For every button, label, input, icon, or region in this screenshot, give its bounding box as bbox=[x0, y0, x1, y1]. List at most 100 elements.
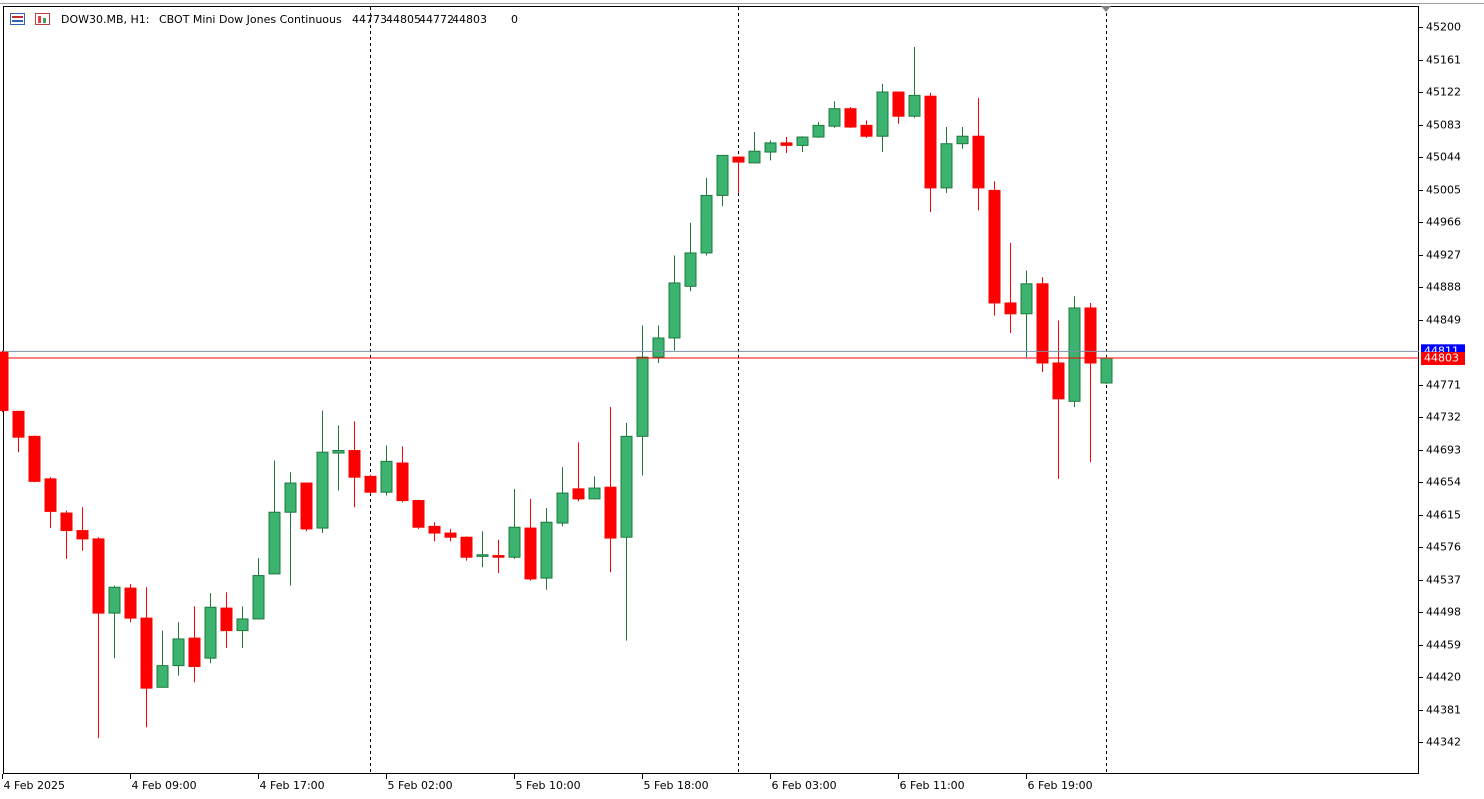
y-tick-label: 44498 bbox=[1426, 606, 1461, 619]
candle-body bbox=[508, 526, 521, 558]
candle-body bbox=[188, 637, 201, 667]
candle-body bbox=[828, 108, 841, 127]
candle-body bbox=[668, 282, 681, 339]
candle-body bbox=[1068, 307, 1081, 402]
candle-body bbox=[316, 451, 329, 529]
candle-body bbox=[892, 91, 905, 117]
candle-body bbox=[332, 450, 345, 454]
candle-body bbox=[796, 136, 809, 146]
candle-body bbox=[108, 586, 121, 614]
candle-body bbox=[940, 143, 953, 189]
candle-body bbox=[876, 91, 889, 137]
candle-body bbox=[12, 410, 25, 438]
y-tick-label: 45122 bbox=[1426, 86, 1461, 99]
candle-body bbox=[92, 538, 105, 614]
candle-body bbox=[220, 607, 233, 632]
y-tick-label: 45005 bbox=[1426, 184, 1461, 197]
candle-body bbox=[956, 135, 969, 145]
symbol: DOW30.MB, H1: bbox=[61, 13, 150, 26]
candle-body bbox=[860, 124, 873, 137]
x-tick-label: 5 Feb 18:00 bbox=[644, 779, 709, 792]
x-tick-label: 5 Feb 02:00 bbox=[388, 779, 453, 792]
candle-body bbox=[684, 252, 697, 287]
y-tick-label: 44576 bbox=[1426, 541, 1461, 554]
spread: 0 bbox=[511, 13, 518, 26]
y-tick-label: 44654 bbox=[1426, 476, 1461, 489]
candle-body bbox=[172, 638, 185, 667]
y-tick-label: 44615 bbox=[1426, 509, 1461, 522]
icon bbox=[38, 16, 41, 23]
y-tick-label: 45200 bbox=[1426, 21, 1461, 34]
x-tick-label: 4 Feb 09:00 bbox=[132, 779, 197, 792]
x-tick-label: 5 Feb 10:00 bbox=[516, 779, 581, 792]
candle-body bbox=[460, 536, 473, 558]
candle-body bbox=[348, 450, 361, 478]
header-icons bbox=[10, 13, 50, 25]
candle-body bbox=[620, 435, 633, 538]
y-tick-label: 44381 bbox=[1426, 704, 1461, 717]
candle-body bbox=[284, 482, 297, 513]
candle-body bbox=[252, 575, 265, 620]
y-tick-label: 44459 bbox=[1426, 639, 1461, 652]
candle-body bbox=[812, 124, 825, 138]
candle-body bbox=[444, 532, 457, 538]
bid-label-box bbox=[1421, 351, 1465, 365]
candle-body bbox=[1052, 362, 1065, 400]
candle-body bbox=[732, 156, 745, 163]
candle-body bbox=[44, 478, 57, 512]
candle-body bbox=[412, 500, 425, 528]
x-tick-label: 6 Feb 03:00 bbox=[772, 779, 837, 792]
candle-body bbox=[588, 487, 601, 500]
candle-body bbox=[1100, 357, 1113, 384]
last-open: 44773 bbox=[352, 13, 387, 26]
icon bbox=[43, 18, 46, 23]
icon bbox=[10, 13, 25, 25]
candle-body bbox=[428, 525, 441, 534]
candle-body bbox=[156, 665, 169, 688]
candle-body bbox=[540, 521, 553, 579]
candle-body bbox=[60, 512, 73, 532]
x-tick-label: 4 Feb 17:00 bbox=[260, 779, 325, 792]
y-tick-label: 44420 bbox=[1426, 671, 1461, 684]
candle-body bbox=[780, 142, 793, 146]
candle-body bbox=[1020, 283, 1033, 315]
icon bbox=[12, 20, 23, 22]
candle-body bbox=[1036, 283, 1049, 364]
candle-body bbox=[476, 554, 489, 557]
candle-body bbox=[716, 154, 729, 196]
y-tick-label: 44693 bbox=[1426, 444, 1461, 457]
y-tick-label: 45044 bbox=[1426, 151, 1461, 164]
candle-body bbox=[140, 617, 153, 689]
y-tick-label: 44771 bbox=[1426, 379, 1461, 392]
candle-body bbox=[636, 356, 649, 437]
candle-body bbox=[556, 492, 569, 524]
candle-body bbox=[700, 194, 713, 254]
candle-body bbox=[524, 527, 537, 580]
icon bbox=[12, 16, 23, 18]
bid-label: 44803 bbox=[1424, 351, 1459, 364]
y-tick-label: 45083 bbox=[1426, 119, 1461, 132]
candle-body bbox=[236, 618, 249, 632]
candle-body bbox=[124, 587, 137, 619]
candle-body bbox=[844, 108, 857, 128]
last-high: 44805 bbox=[386, 13, 421, 26]
candle-body bbox=[652, 337, 665, 358]
candle-body bbox=[204, 606, 217, 659]
description: CBOT Mini Dow Jones Continuous bbox=[159, 13, 342, 26]
y-tick-label: 44927 bbox=[1426, 249, 1461, 262]
candle-body bbox=[492, 555, 505, 558]
candle-body bbox=[396, 462, 409, 502]
candle-body bbox=[972, 135, 985, 189]
candle-body bbox=[380, 460, 393, 493]
candle-body bbox=[1004, 302, 1017, 315]
candle-body bbox=[28, 435, 41, 482]
candle-body bbox=[748, 150, 761, 164]
icon bbox=[35, 13, 50, 25]
candle-body bbox=[604, 486, 617, 539]
candle-body bbox=[572, 488, 585, 500]
y-tick-label: 44342 bbox=[1426, 736, 1461, 749]
x-tick-label: 4 Feb 2025 bbox=[4, 779, 65, 792]
candle-body bbox=[1084, 307, 1097, 364]
candle-body bbox=[924, 95, 937, 189]
